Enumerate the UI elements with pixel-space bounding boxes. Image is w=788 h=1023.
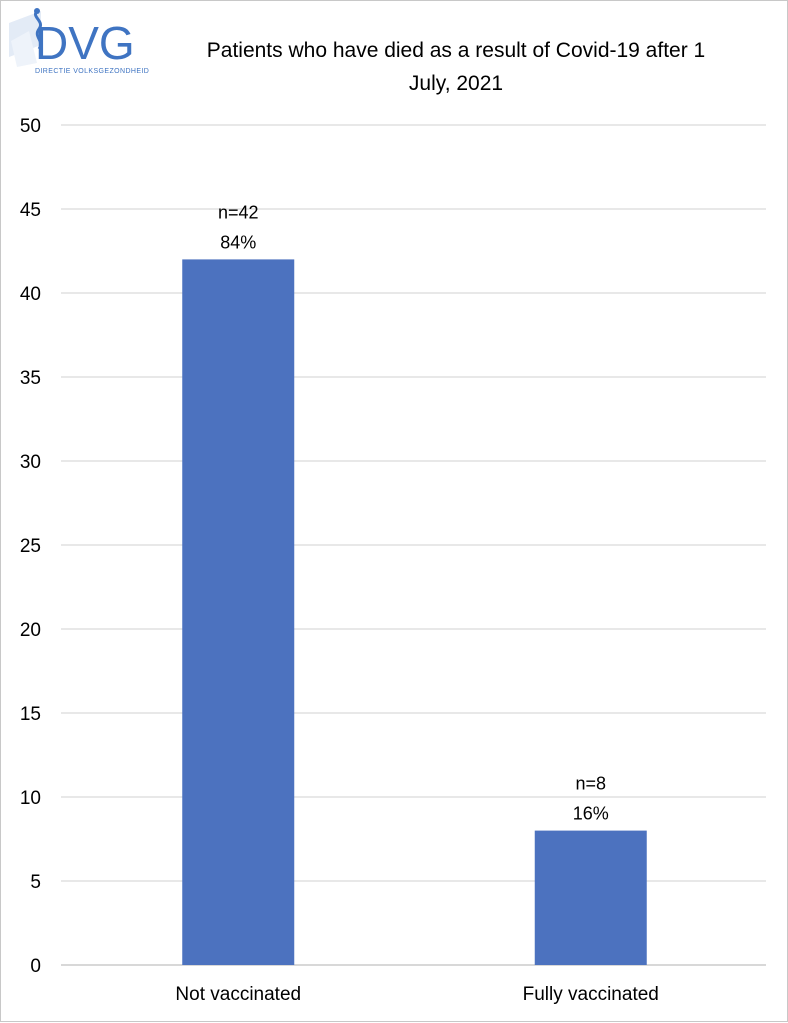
data-label: n=42	[218, 202, 259, 222]
y-tick-label: 35	[20, 368, 41, 389]
chart-title-line-1: Patients who have died as a result of Co…	[207, 39, 705, 62]
gridlines	[61, 124, 766, 966]
y-tick-label: 45	[20, 200, 41, 221]
y-tick-label: 25	[20, 536, 41, 557]
y-tick-label: 10	[20, 788, 41, 809]
data-label: 16%	[573, 804, 609, 824]
caduceus-icon	[34, 9, 43, 50]
x-axis-category-labels: Not vaccinated Fully vaccinated	[175, 984, 658, 1005]
data-label: n=8	[575, 774, 606, 794]
y-axis-tick-labels: 0 5 10 15 20 25 30 35 40 45 50	[20, 116, 41, 977]
y-tick-label: 20	[20, 620, 41, 641]
logo-wordmark: DVG	[35, 17, 135, 69]
data-label: 84%	[220, 232, 256, 252]
caduceus-head-icon	[34, 8, 40, 14]
bar	[182, 259, 295, 965]
bars	[182, 259, 647, 965]
y-tick-label: 30	[20, 452, 41, 473]
logo-tagline: DIRECTIE VOLKSGEZONDHEID	[35, 68, 149, 75]
x-tick-label: Fully vaccinated	[523, 984, 659, 1005]
y-tick-label: 5	[30, 872, 41, 893]
y-tick-label: 50	[20, 116, 41, 137]
y-tick-label: 40	[20, 284, 41, 305]
logo-shape-lower	[11, 31, 37, 67]
y-tick-label: 15	[20, 704, 41, 725]
x-tick-label: Not vaccinated	[175, 984, 301, 1005]
bar	[534, 830, 647, 965]
y-tick-label: 0	[30, 956, 41, 977]
dvg-logo: DVG DIRECTIE VOLKSGEZONDHEID	[9, 8, 149, 75]
data-labels: n=42 84% n=8 16%	[218, 202, 609, 823]
chart-title-line-2: July, 2021	[409, 72, 503, 95]
